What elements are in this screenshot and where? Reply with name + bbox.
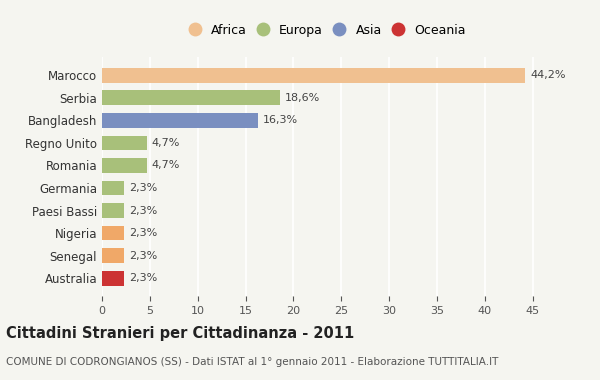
Text: 44,2%: 44,2% xyxy=(530,70,565,80)
Bar xyxy=(102,180,124,195)
Bar xyxy=(102,203,124,218)
Text: 2,3%: 2,3% xyxy=(129,273,157,283)
Text: 2,3%: 2,3% xyxy=(129,206,157,215)
Text: COMUNE DI CODRONGIANOS (SS) - Dati ISTAT al 1° gennaio 2011 - Elaborazione TUTTI: COMUNE DI CODRONGIANOS (SS) - Dati ISTAT… xyxy=(6,357,499,367)
Text: 16,3%: 16,3% xyxy=(263,115,298,125)
Bar xyxy=(102,90,280,105)
Text: 2,3%: 2,3% xyxy=(129,183,157,193)
Text: 2,3%: 2,3% xyxy=(129,251,157,261)
Text: 2,3%: 2,3% xyxy=(129,228,157,238)
Bar xyxy=(102,226,124,241)
Bar xyxy=(102,248,124,263)
Text: 4,7%: 4,7% xyxy=(152,138,180,148)
Bar xyxy=(102,113,258,128)
Bar xyxy=(102,158,147,173)
Text: Cittadini Stranieri per Cittadinanza - 2011: Cittadini Stranieri per Cittadinanza - 2… xyxy=(6,326,354,341)
Legend: Africa, Europa, Asia, Oceania: Africa, Europa, Asia, Oceania xyxy=(185,20,470,41)
Text: 4,7%: 4,7% xyxy=(152,160,180,170)
Text: 18,6%: 18,6% xyxy=(285,93,320,103)
Bar xyxy=(102,271,124,285)
Bar xyxy=(102,68,525,82)
Bar xyxy=(102,136,147,150)
